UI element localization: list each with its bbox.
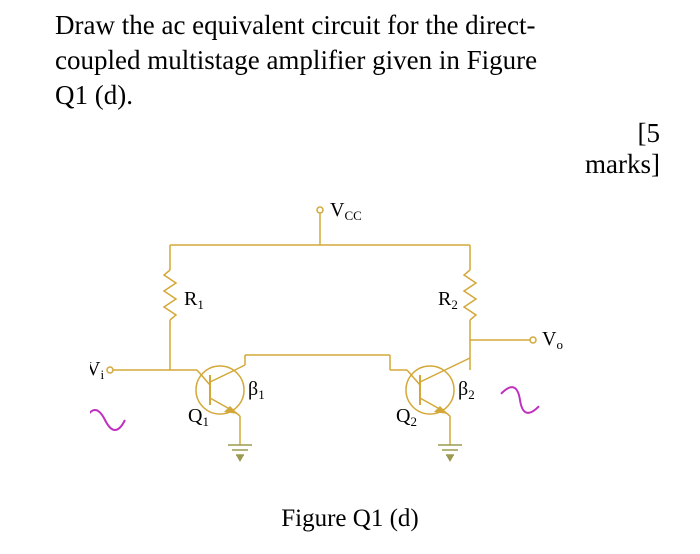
vi-terminal-icon (107, 367, 113, 373)
sine-out-icon (498, 384, 542, 415)
resistor-r2-icon (464, 270, 476, 320)
svg-text:R2: R2 (438, 288, 458, 312)
marks-points: [5 (638, 118, 661, 149)
vcc-terminal-icon (317, 207, 323, 213)
marks-label: marks] (585, 149, 660, 179)
resistor-r1-icon (164, 270, 176, 320)
svg-text:VCC: VCC (330, 199, 362, 223)
svg-text:R1: R1 (184, 288, 204, 312)
q-line3: Q1 (d). (55, 80, 133, 110)
circuit-diagram: VCC R1 R2 Vi Q1 β1 Q2 β2 (90, 190, 610, 500)
svg-text:β2: β2 (458, 378, 475, 402)
svg-text:Vi: Vi (90, 358, 104, 382)
question-text: Draw the ac equivalent circuit for the d… (0, 0, 700, 113)
sine-in-icon (90, 410, 125, 430)
svg-text:β1: β1 (248, 378, 265, 402)
marks-row: [5 marks] (548, 118, 661, 180)
transistor-q1-icon (196, 366, 244, 414)
transistor-q2-icon (406, 366, 454, 414)
ground-q2-icon (438, 445, 462, 462)
q-line2: coupled multistage amplifier given in Fi… (55, 45, 537, 75)
ground-q1-icon (228, 445, 252, 462)
svg-text:Vo: Vo (542, 328, 563, 352)
q-line1: Draw the ac equivalent circuit for the d… (55, 10, 536, 40)
vo-terminal-icon (530, 337, 536, 343)
figure-caption: Figure Q1 (d) (0, 505, 700, 533)
